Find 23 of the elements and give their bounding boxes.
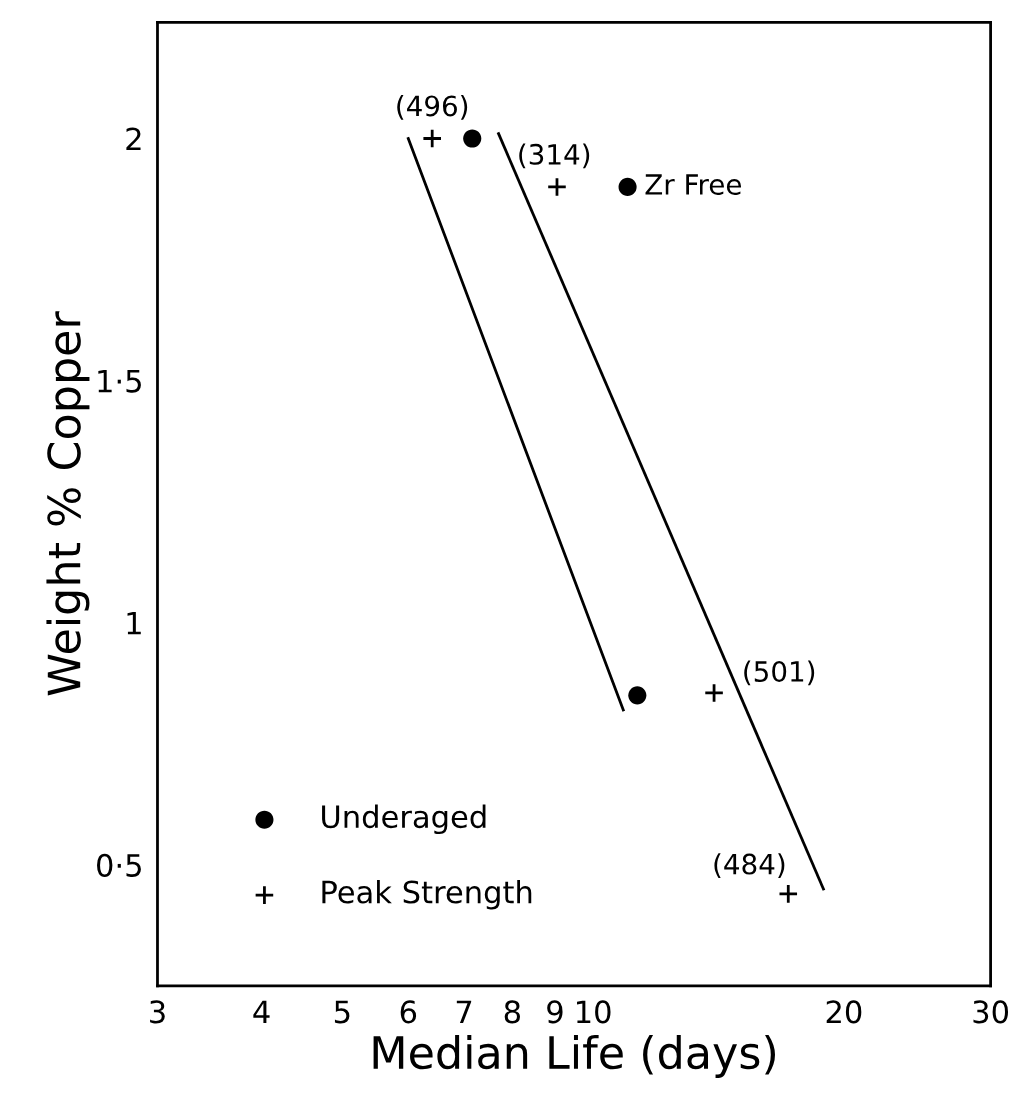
x-tick-label: 3	[150, 1000, 165, 1024]
annotation: (314)	[519, 143, 590, 169]
y-tick-label: 1	[127, 612, 141, 635]
annotation: (484)	[714, 853, 785, 878]
x-tick-label: 30	[973, 1000, 1009, 1024]
y-axis-title: Weight % Copper	[46, 311, 90, 696]
x-tick-label: 6	[400, 1000, 417, 1024]
annotation: Zr Free	[645, 174, 741, 195]
x-tick-label: 10	[577, 1000, 611, 1024]
legend-label: Underaged	[322, 804, 486, 835]
annotation: (501)	[744, 660, 815, 686]
x-tick-label: 8	[504, 1000, 520, 1024]
y-tick-label: 1·5	[98, 369, 141, 393]
x-tick-label: 5	[334, 1000, 350, 1024]
x-tick-label: 9	[547, 1000, 563, 1024]
x-tick-label: 4	[253, 1000, 270, 1023]
x-axis-title: Median Life (days)	[373, 1034, 776, 1078]
y-tick-label: 0·5	[97, 853, 141, 877]
annotation: (496)	[397, 94, 468, 120]
x-tick-label: 20	[826, 1000, 862, 1024]
x-tick-label: 7	[456, 1000, 472, 1023]
legend-label: Peak Strength	[322, 879, 532, 910]
y-tick-label: 2	[126, 127, 141, 151]
